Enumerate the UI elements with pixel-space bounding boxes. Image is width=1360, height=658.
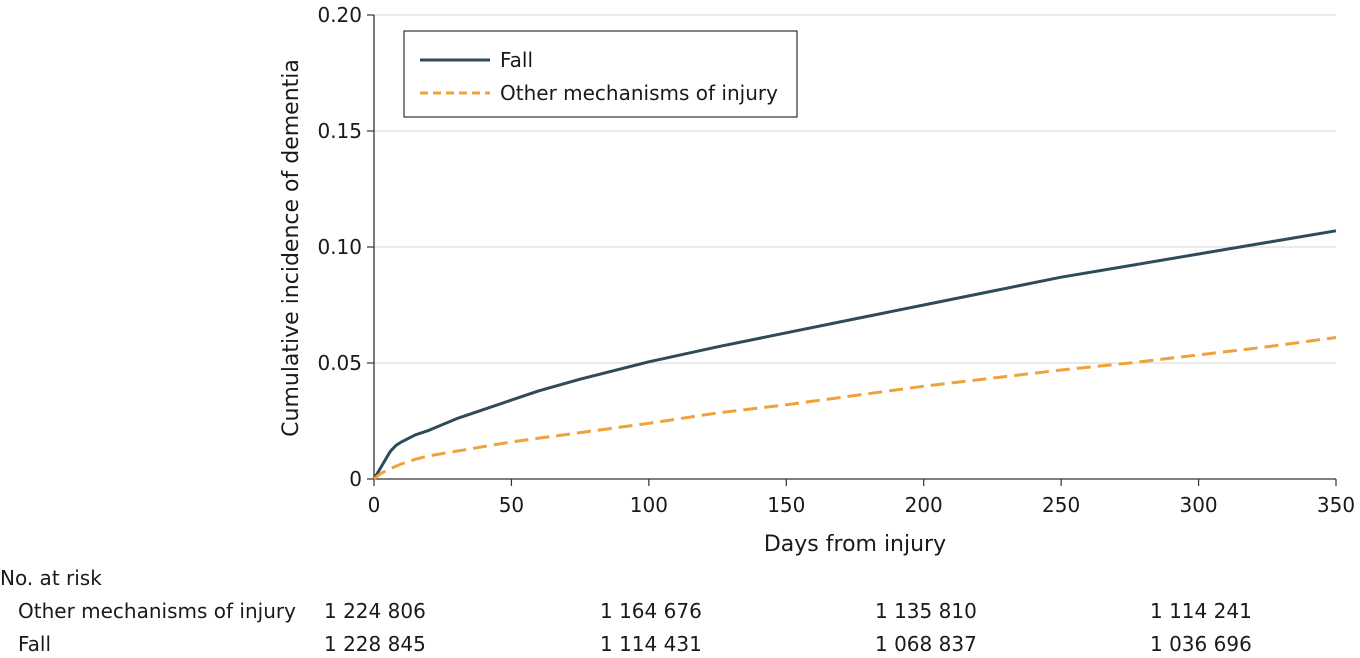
risk-row-label-fall: Fall bbox=[18, 632, 52, 656]
y-tick-label-2: 0.10 bbox=[317, 235, 362, 259]
risk-table-title: No. at risk bbox=[0, 566, 102, 590]
x-tick-label-4: 200 bbox=[905, 493, 943, 517]
y-tick-label-3: 0.15 bbox=[317, 119, 362, 143]
grid-lines bbox=[374, 14, 1336, 364]
series-line-fall bbox=[372, 229, 1337, 480]
legend: Fall Other mechanisms of injury bbox=[403, 30, 798, 118]
legend-box bbox=[403, 30, 798, 118]
x-axis-title: Days from injury bbox=[764, 532, 946, 557]
x-tick-label-5: 250 bbox=[1042, 493, 1080, 517]
risk-value-fall-3: 1 036 696 bbox=[1150, 632, 1252, 656]
risk-value-fall-0: 1 228 845 bbox=[324, 632, 426, 656]
x-tick-label-1: 50 bbox=[499, 493, 524, 517]
tick-labels: 0 0.05 0.10 0.15 0.20 0 50 100 150 200 250 300 350 bbox=[317, 3, 1355, 517]
risk-value-fall-1: 1 114 431 bbox=[600, 632, 702, 656]
risk-value-other-3: 1 114 241 bbox=[1150, 599, 1252, 623]
axes bbox=[367, 14, 1337, 486]
x-tick-label-2: 100 bbox=[630, 493, 668, 517]
risk-value-fall-2: 1 068 837 bbox=[875, 632, 977, 656]
legend-label-fall: Fall bbox=[500, 48, 533, 72]
x-tick-label-0: 0 bbox=[368, 493, 381, 517]
risk-row-label-other: Other mechanisms of injury bbox=[18, 599, 296, 623]
y-axis-title: Cumulative incidence of dementia bbox=[279, 59, 304, 437]
legend-label-other: Other mechanisms of injury bbox=[500, 81, 778, 105]
y-tick-label-4: 0.20 bbox=[317, 3, 362, 27]
x-tick-label-7: 350 bbox=[1317, 493, 1355, 517]
risk-value-other-1: 1 164 676 bbox=[600, 599, 702, 623]
y-tick-label-1: 0.05 bbox=[317, 351, 362, 375]
incidence-chart: 0 0.05 0.10 0.15 0.20 0 50 100 150 200 250 300 350 C… bbox=[279, 3, 1355, 557]
risk-value-other-0: 1 224 806 bbox=[324, 599, 426, 623]
series-line-other-mechanisms-of-injury bbox=[373, 336, 1337, 481]
x-tick-label-6: 300 bbox=[1179, 493, 1217, 517]
y-tick-label-0: 0 bbox=[349, 467, 362, 491]
risk-value-other-2: 1 135 810 bbox=[875, 599, 977, 623]
x-tick-label-3: 150 bbox=[767, 493, 805, 517]
series-lines bbox=[372, 229, 1337, 481]
